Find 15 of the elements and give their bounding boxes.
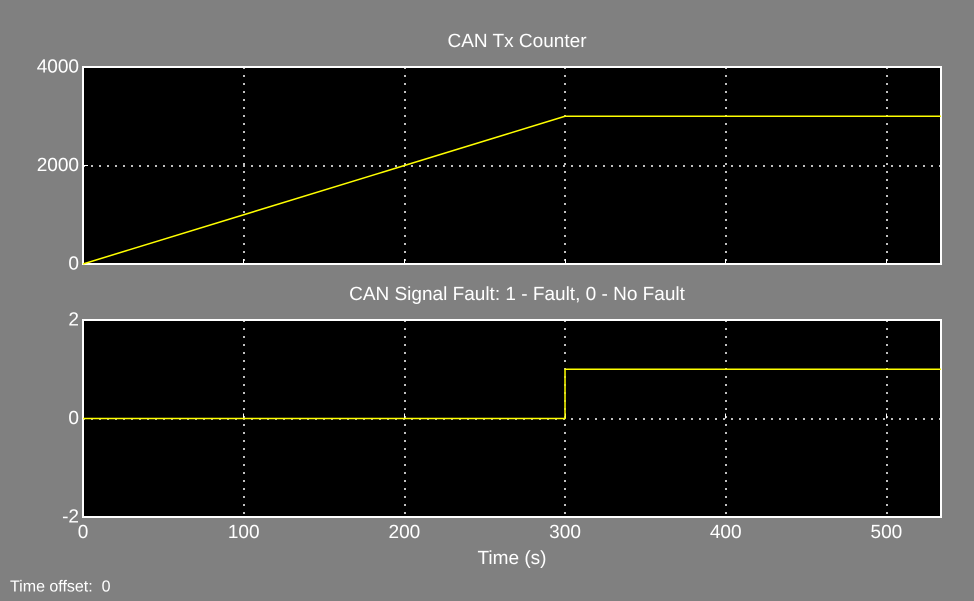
x-tick-label: 100: [228, 522, 260, 543]
y-tick-label: 2: [68, 310, 79, 330]
x-tick-label: 400: [710, 522, 742, 543]
x-tick-label: 200: [388, 522, 420, 543]
y-tick-label: 0: [68, 408, 79, 429]
x-tick-label: 300: [549, 522, 581, 543]
y-tick-label: -2: [62, 506, 79, 528]
x-axis-title: Time (s): [478, 548, 546, 569]
chart-title: CAN Tx Counter: [447, 31, 588, 52]
y-tick-label: 4000: [36, 56, 79, 78]
text: Time offset: 0: [10, 578, 111, 596]
y-tick-label: 0: [68, 254, 79, 274]
chart-title: CAN Signal Fault: 1 - Fault, 0 - No Fault: [349, 284, 686, 305]
x-tick-label: 500: [870, 522, 902, 543]
y-tick-label: 2000: [36, 155, 79, 176]
